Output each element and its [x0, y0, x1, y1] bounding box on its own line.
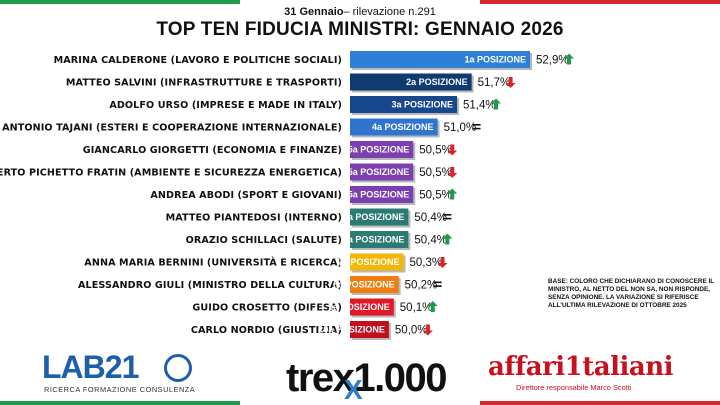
value-label: 50,2%	[405, 280, 438, 292]
trend-equal-icon	[433, 285, 442, 287]
value-label: 50,4%	[414, 212, 447, 224]
value-label: 51,7%	[478, 77, 511, 89]
value-label: 50,4%	[414, 235, 447, 247]
trend-down-arrow-icon	[447, 167, 458, 178]
chart-title: TOP TEN FIDUCIA MINISTRI: GENNAIO 2026	[156, 19, 564, 40]
position-label: 4a POSIZIONE	[372, 122, 434, 132]
value-label: 50,0%	[395, 325, 428, 337]
value-label: 50,1%	[400, 302, 433, 314]
position-label: 7a POSIZIONE	[338, 257, 400, 267]
bar	[350, 208, 409, 226]
methodology-note: BASE: COLORO CHE DICHIARANO DI CONOSCERE…	[548, 278, 715, 309]
value-label: 50,3%	[410, 257, 443, 269]
bar	[350, 253, 404, 271]
minister-name-label: MATTEO SALVINI (INFRASTRUTTURE E TRASPOR…	[66, 78, 342, 89]
affari-one: 1	[564, 352, 583, 382]
trend-equal-icon	[472, 124, 481, 126]
bar	[350, 186, 414, 203]
lab21-logo: LAB21 RICERCA FORMAZIONE CONSULENZA	[42, 350, 202, 396]
value-label: 51,0%	[444, 122, 477, 134]
trex-logo: trex1.000 X	[286, 356, 454, 405]
minister-name-label: GILBERTO PICHETTO FRATIN (AMBIENTE E SIC…	[0, 168, 342, 179]
value-label: 50,5%	[419, 145, 452, 157]
affaritaliani-tagline: Direttore responsabile Marco Scotti	[516, 383, 632, 392]
minister-name-label: ANDREA ABODI (SPORT E GIOVANI)	[150, 190, 342, 201]
italian-flag-bottom-stripe	[0, 401, 720, 405]
trend-down-arrow-icon	[447, 144, 458, 156]
trend-down-arrow-icon	[437, 257, 448, 268]
trend-up-arrow-icon	[442, 233, 453, 245]
trend-up-arrow-icon	[564, 53, 574, 65]
bar	[350, 231, 409, 248]
survey-number: 291	[417, 6, 436, 18]
trend-down-arrow-icon	[422, 324, 433, 336]
position-label: 5a POSIZIONE	[348, 145, 410, 155]
minister-name-label: GIANCARLO GIORGETTI (ECONOMIA E FINANZE)	[83, 145, 342, 156]
italian-flag-top-stripe	[0, 0, 720, 4]
lab21-tagline: RICERCA FORMAZIONE CONSULENZA	[44, 385, 196, 394]
position-label: 10a POSIZIONE	[318, 325, 385, 335]
affari-rest: taliani	[582, 352, 673, 382]
trend-equal-icon	[472, 127, 481, 130]
value-label: 50,5%	[419, 167, 452, 179]
trend-equal-icon	[443, 214, 452, 216]
minister-name-label: GUIDO CROSETTO (DIFESA)	[192, 303, 342, 314]
trend-up-arrow-icon	[491, 98, 502, 110]
position-label: 1a POSIZIONE	[464, 55, 526, 65]
lab21-ring-icon	[164, 354, 192, 382]
trex-x-mark-icon: X	[344, 374, 363, 405]
minister-name-label: ADOLFO URSO (IMPRESE E MADE IN ITALY)	[109, 100, 342, 111]
lab21-wordmark: LAB21	[42, 349, 139, 385]
minister-name-label: ANTONIO TAJANI (ESTERI E COOPERAZIONE IN…	[2, 123, 342, 134]
affaritaliani-wordmark: affari1taliani	[488, 352, 673, 382]
position-label: 2a POSIZIONE	[406, 77, 468, 87]
survey-label: – rilevazione n.	[343, 6, 418, 18]
value-label: 52,9%	[536, 55, 569, 67]
trend-up-arrow-icon	[427, 301, 438, 312]
value-label: 51,4%	[463, 100, 496, 112]
trex-wordmark: trex1.000	[286, 356, 447, 400]
survey-date-line: 31 Gennaio– rilevazione n.291	[0, 6, 720, 18]
bar	[350, 51, 530, 68]
trend-down-arrow-icon	[505, 77, 516, 88]
bar	[350, 96, 458, 113]
bar	[350, 118, 438, 136]
bar	[350, 141, 414, 158]
bar	[350, 321, 389, 338]
minister-name-label: MATTEO PIANTEDOSI (INTERNO)	[166, 213, 342, 224]
bar	[350, 163, 414, 181]
position-label: 5a POSIZIONE	[348, 190, 410, 200]
position-label: 6a POSIZIONE	[343, 235, 405, 245]
bar	[350, 73, 472, 91]
trend-equal-icon	[433, 281, 442, 284]
minister-name-label: ANNA MARIA BERNINI (UNIVERSITÀ E RICERCA…	[84, 256, 342, 269]
position-label: 3a POSIZIONE	[391, 100, 453, 110]
minister-name-label: ALESSANDRO GIULI (MINISTRO DELLA CULTURA…	[78, 280, 342, 291]
trend-up-arrow-icon	[447, 188, 458, 200]
affari-part: affari	[488, 352, 565, 382]
position-label: 9a POSIZIONE	[328, 302, 390, 312]
position-label: 6a POSIZIONE	[343, 212, 405, 222]
bar	[350, 298, 394, 316]
trend-equal-icon	[443, 217, 452, 220]
value-label: 50,5%	[419, 190, 452, 202]
minister-name-label: CARLO NORDIO (GIUSTIZIA)	[191, 325, 342, 336]
minister-name-label: MARINA CALDERONE (LAVORO E POLITICHE SOC…	[54, 55, 342, 66]
position-label: 5a POSIZIONE	[348, 167, 410, 177]
survey-date: 31 Gennaio	[284, 6, 344, 18]
affaritaliani-logo: affari1taliani Direttore responsabile Ma…	[488, 352, 714, 398]
bar	[350, 276, 399, 293]
position-label: 8a POSIZIONE	[333, 280, 395, 290]
minister-name-label: ORAZIO SCHILLACI (SALUTE)	[186, 235, 342, 246]
